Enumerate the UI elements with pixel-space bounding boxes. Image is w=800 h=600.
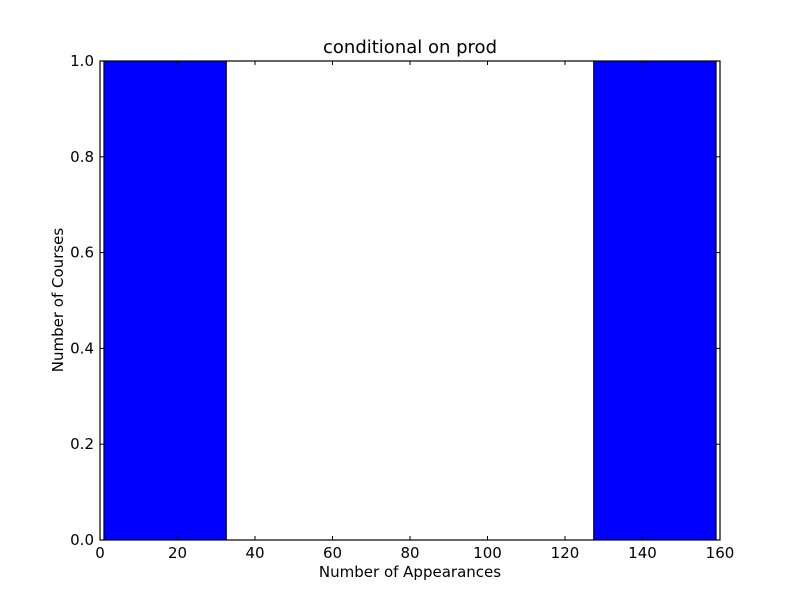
y-tick-label: 0.6 [70,244,94,262]
histogram-bar [593,60,717,541]
bars-group [103,60,717,541]
x-tick-label: 20 [168,544,187,562]
y-tick-label: 0.4 [70,339,94,357]
y-axis-ticks: 0.0 0.2 0.4 0.6 0.8 1.0 [70,52,720,549]
x-axis-label: Number of Appearances [319,563,501,581]
chart-title: conditional on prod [323,37,497,58]
x-tick-label: 60 [323,544,342,562]
x-tick-label: 140 [628,544,657,562]
y-axis-label: Number of Courses [49,228,67,373]
y-tick-label: 0.2 [70,435,94,453]
y-tick-label: 1.0 [70,52,94,70]
x-tick-label: 80 [400,544,419,562]
y-tick-label: 0.8 [70,148,94,166]
histogram-bar [103,60,227,541]
y-tick-label: 0.0 [70,531,94,549]
x-tick-label: 0 [95,544,105,562]
x-tick-label: 100 [473,544,502,562]
x-tick-label: 40 [245,544,264,562]
x-tick-label: 160 [706,544,735,562]
x-tick-label: 120 [551,544,580,562]
plot-frame [99,60,721,541]
